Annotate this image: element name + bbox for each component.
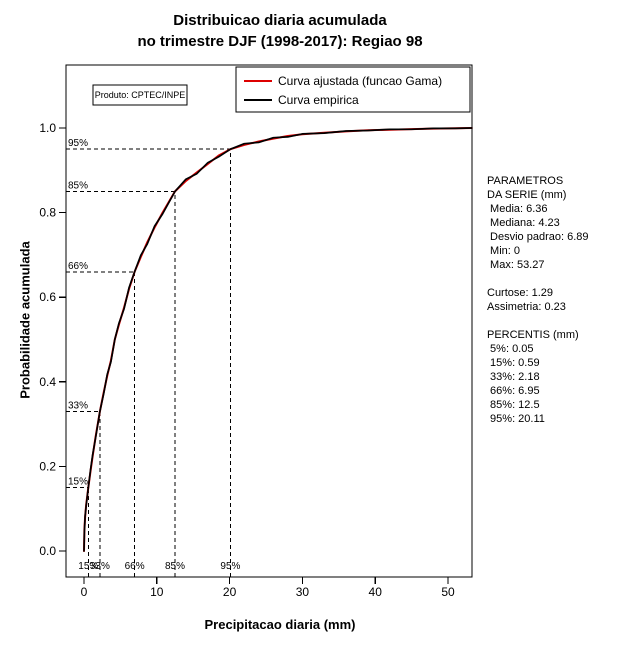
y-tick-label: 0.0 [39, 544, 56, 558]
chart-title-line1: Distribuicao diaria acumulada [173, 12, 387, 29]
x-tick-label: 50 [441, 585, 455, 599]
percentile-label-left: 85% [68, 180, 88, 191]
percentile-label-left: 95% [68, 138, 88, 149]
percentile-label-left: 33% [68, 400, 88, 411]
stats-line: 66%: 6.95 [487, 385, 540, 397]
y-tick-label: 0.4 [39, 375, 56, 389]
stats-line: 85%: 12.5 [487, 399, 540, 411]
stats-line: Min: 0 [487, 245, 521, 257]
stats-line [487, 272, 637, 286]
stats-line: PERCENTIS (mm) [487, 329, 579, 341]
y-tick-label: 1.0 [39, 121, 56, 135]
stats-panel: PARAMETROS DA SERIE (mm) Media: 6.36 Medi… [487, 174, 637, 426]
stats-line: DA SERIE (mm) [487, 189, 567, 201]
percentile-label-bottom: 95% [220, 561, 240, 572]
y-tick-label: 0.2 [39, 459, 56, 473]
stats-line: 33%: 2.18 [487, 371, 540, 383]
stats-line: Desvio padrao: 6.89 [487, 231, 589, 243]
y-tick-label: 0.6 [39, 290, 56, 304]
x-tick-label: 40 [369, 585, 383, 599]
stats-line: Max: 53.27 [487, 259, 545, 271]
legend-label: Curva ajustada (funcao Gama) [278, 74, 442, 88]
x-axis-title: Precipitacao diaria (mm) [204, 617, 356, 632]
percentile-label-bottom: 15% [78, 561, 98, 572]
stats-line: Assimetria: 0.23 [487, 301, 566, 313]
curve-empirical [83, 127, 473, 552]
percentile-label-bottom: 66% [125, 561, 145, 572]
stats-line: PARAMETROS [487, 175, 564, 187]
product-label: Produto: CPTEC/INPE [95, 90, 186, 100]
legend-label: Curva empirica [278, 93, 359, 107]
stats-line [487, 314, 637, 328]
curve-fitted-gamma [83, 127, 473, 552]
stats-line: Media: 6.36 [487, 203, 548, 215]
stats-line: Mediana: 4.23 [487, 217, 560, 229]
x-tick-label: 30 [296, 585, 310, 599]
percentile-label-bottom: 33% [90, 561, 110, 572]
chart-title: Distribuicao diaria acumulada no trimest… [0, 10, 560, 52]
percentile-label-left: 66% [68, 261, 88, 272]
x-tick-label: 20 [223, 585, 237, 599]
percentile-label-left: 15% [68, 477, 88, 488]
y-axis-title: Probabilidade acumulada [17, 241, 33, 399]
legend-box [235, 66, 471, 113]
stats-line: 95%: 20.11 [487, 413, 545, 425]
x-tick-label: 0 [81, 585, 88, 599]
percentile-label-bottom: 85% [165, 561, 185, 572]
x-tick-label: 10 [150, 585, 164, 599]
stats-line: 15%: 0.59 [487, 357, 540, 369]
stats-line: Curtose: 1.29 [487, 287, 554, 299]
chart-title-line2: no trimestre DJF (1998-2017): Regiao 98 [137, 33, 423, 50]
stats-line: 5%: 0.05 [487, 343, 534, 355]
y-tick-label: 0.8 [39, 206, 56, 220]
product-box [92, 84, 188, 106]
plot-box [65, 64, 473, 578]
